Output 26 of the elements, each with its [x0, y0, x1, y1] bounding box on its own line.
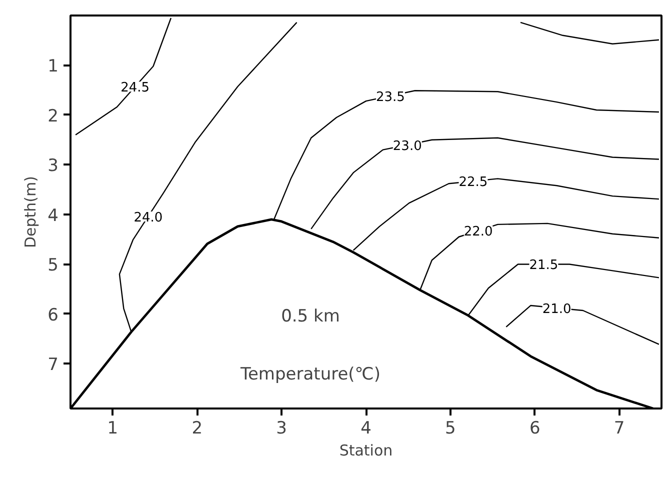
x-axis-title: Station	[339, 442, 393, 460]
series-label: 22.0	[464, 224, 493, 240]
x-tick-label: 7	[614, 418, 625, 438]
x-tick-label: 6	[529, 418, 540, 438]
series-label: 24.0	[134, 210, 163, 226]
y-tick-label: 5	[48, 256, 59, 276]
y-tick-label: 1	[48, 56, 59, 77]
x-tick-label: 5	[445, 418, 456, 438]
series-label: 21.5	[529, 258, 558, 274]
x-tick-label: 3	[276, 418, 287, 438]
x-tick-label: 4	[360, 418, 372, 438]
x-tick-label: 2	[192, 418, 203, 438]
series-label: 23.5	[376, 90, 405, 105]
y-tick-label: 3	[48, 156, 59, 176]
series-label: 21.0	[542, 302, 572, 318]
series-label: 22.5	[458, 175, 488, 190]
y-tick-label: 4	[48, 206, 59, 226]
annotation: 0.5 km	[281, 306, 340, 326]
y-tick-label: 2	[48, 106, 59, 126]
annotation: Temperature(℃)	[239, 364, 381, 384]
series-label: 23.0	[392, 138, 422, 154]
y-tick-label: 6	[48, 305, 59, 326]
y-axis-title: Depth(m)	[22, 176, 40, 248]
series-label: 24.5	[120, 80, 150, 96]
y-tick-label: 7	[48, 355, 59, 376]
x-tick-label: 1	[107, 418, 118, 438]
